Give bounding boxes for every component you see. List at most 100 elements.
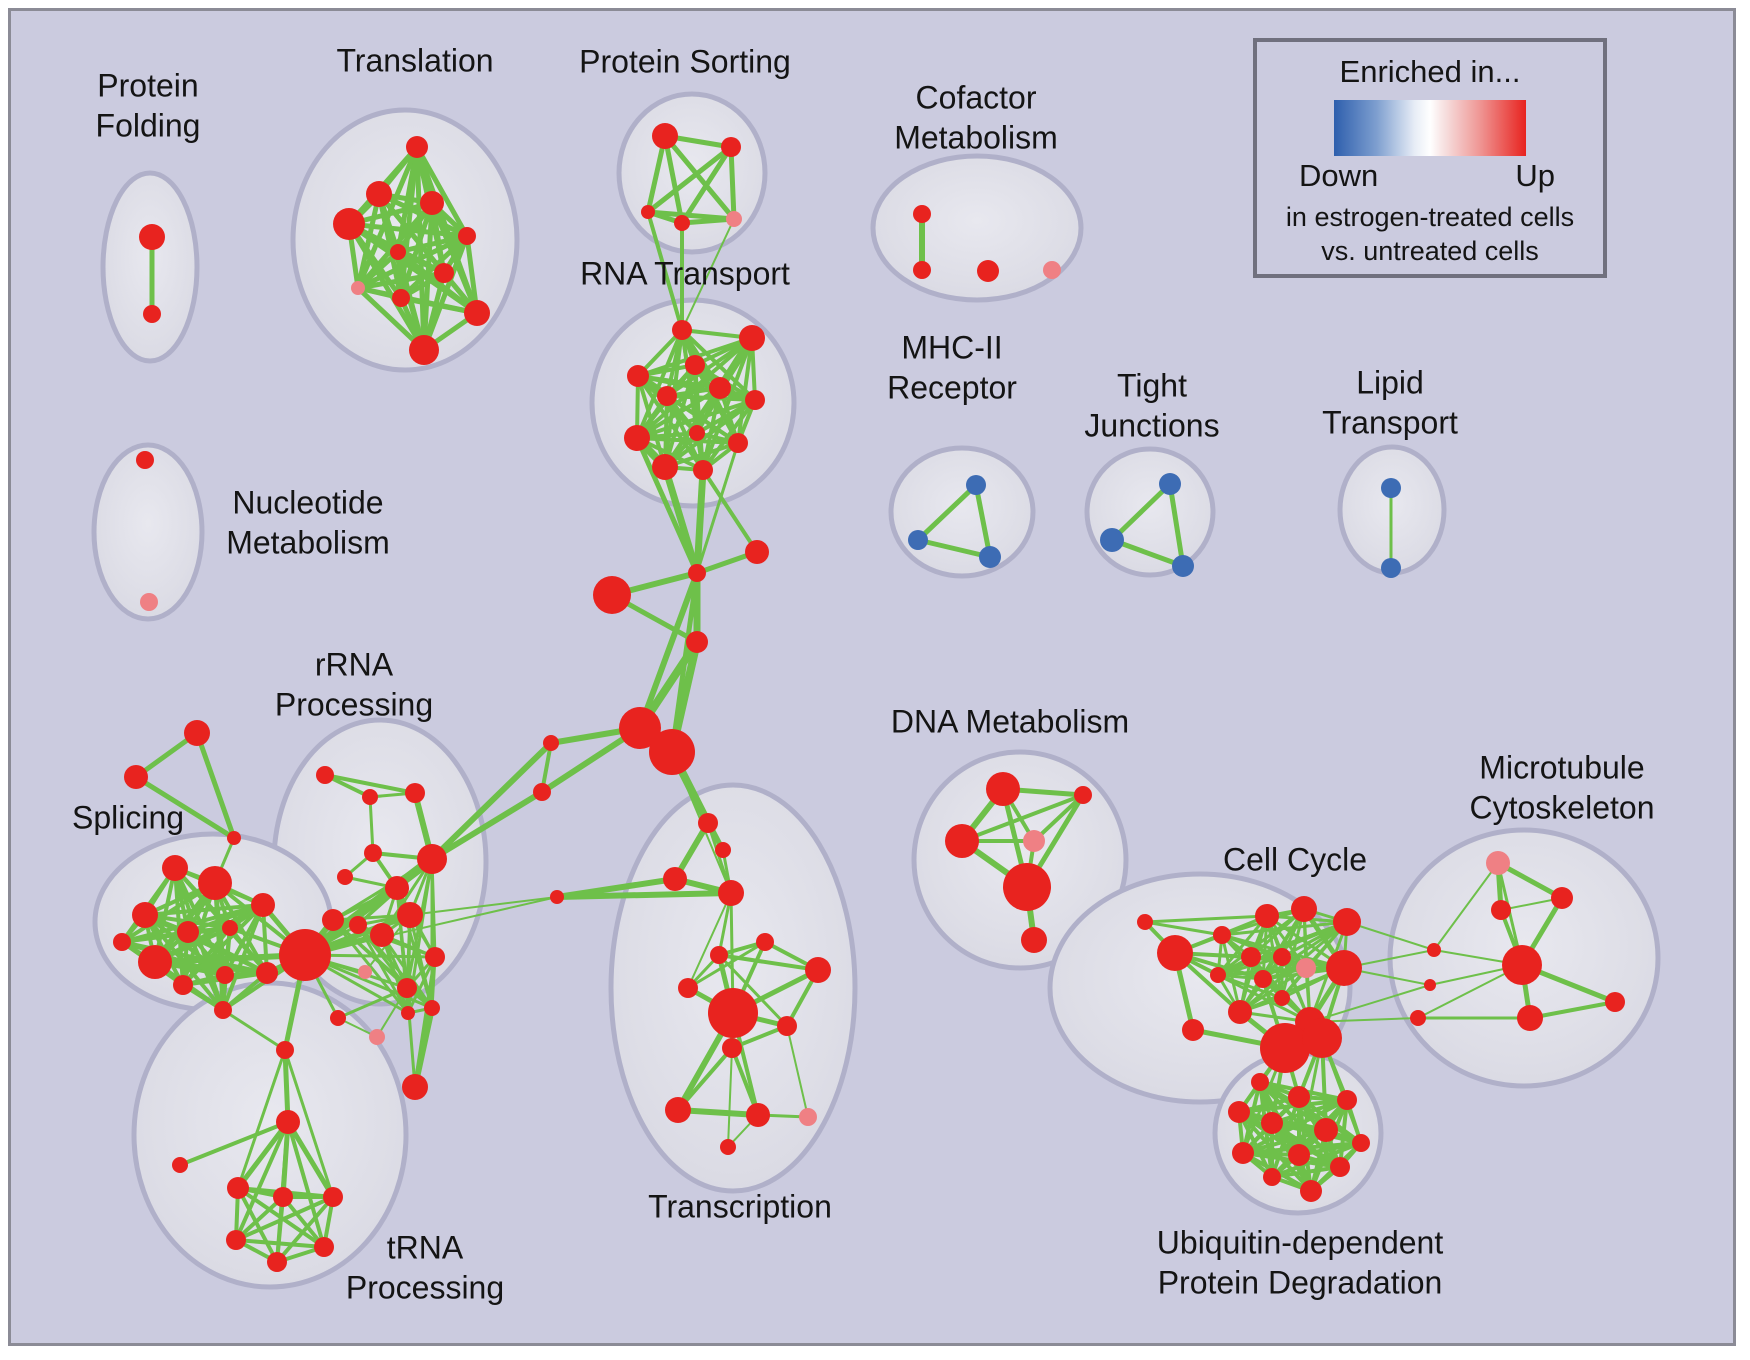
edge xyxy=(300,854,437,960)
gene-set-node xyxy=(330,1010,346,1026)
gene-set-node xyxy=(214,1001,232,1019)
gene-set-node xyxy=(173,975,193,995)
cluster-label-cofactor-metabolism: Cofactor xyxy=(916,79,1037,115)
gene-set-node xyxy=(1232,1142,1254,1164)
cluster-label-lipid-transport: Transport xyxy=(1322,404,1458,440)
gene-set-node xyxy=(777,1016,797,1036)
gene-set-node xyxy=(113,933,131,951)
gene-set-node xyxy=(464,300,490,326)
gene-set-node xyxy=(1605,992,1625,1012)
edge xyxy=(679,216,737,226)
edge xyxy=(717,953,820,972)
gene-set-node xyxy=(1410,1010,1426,1026)
gene-set-node xyxy=(674,215,690,231)
edge xyxy=(275,1195,335,1264)
legend: Enriched in... Down Up in estrogen-treat… xyxy=(1253,38,1607,278)
edge xyxy=(120,940,225,1012)
edge xyxy=(1495,860,1565,901)
edge xyxy=(663,398,757,469)
gene-set-node xyxy=(726,211,742,227)
cluster-label-cofactor-metabolism: Metabolism xyxy=(894,119,1058,155)
edge xyxy=(635,398,757,440)
gene-set-node xyxy=(533,783,551,801)
cluster-label-microtubule-cytoskeleton: Microtubule xyxy=(1479,749,1644,785)
gene-set-node xyxy=(908,530,928,550)
gene-set-node xyxy=(678,978,698,998)
gene-set-node xyxy=(715,842,731,858)
edge xyxy=(221,1008,287,1052)
gene-set-node xyxy=(1326,950,1362,986)
gene-set-node xyxy=(1023,830,1045,852)
gene-set-node xyxy=(1300,1180,1322,1202)
cluster-label-tight-junctions: Tight xyxy=(1117,367,1187,403)
gene-set-node xyxy=(1172,555,1194,577)
gene-set-node xyxy=(1228,1101,1250,1123)
edge xyxy=(636,374,705,472)
gene-set-node xyxy=(124,765,148,789)
gene-set-node xyxy=(686,631,708,653)
gene-set-node xyxy=(685,355,705,375)
gene-set-node xyxy=(710,946,728,964)
cluster-label-nucleotide-metabolism: Nucleotide xyxy=(232,484,383,520)
edge xyxy=(409,896,558,916)
legend-title: Enriched in... xyxy=(1339,54,1521,89)
gene-set-node xyxy=(1273,948,1291,966)
gene-set-node xyxy=(1551,887,1573,909)
edge xyxy=(1528,1000,1617,1020)
gene-set-node xyxy=(458,227,476,245)
edge xyxy=(413,955,437,1089)
gene-set-node xyxy=(1314,1118,1338,1142)
gene-set-node xyxy=(619,707,661,749)
gene-set-node xyxy=(799,1108,817,1126)
gene-set-node xyxy=(1043,261,1061,279)
edge xyxy=(281,1195,326,1249)
edge xyxy=(646,210,684,332)
edge xyxy=(282,1047,291,1125)
gene-set-node xyxy=(649,729,695,775)
gene-set-node xyxy=(140,593,158,611)
gene-set-node xyxy=(172,1157,188,1173)
gene-set-node xyxy=(624,425,650,451)
edge xyxy=(1109,537,1186,569)
cluster-label-protein-sorting: Protein Sorting xyxy=(579,43,791,79)
cluster-label-dna-metabolism: DNA Metabolism xyxy=(891,703,1129,739)
edge xyxy=(728,144,737,222)
edge xyxy=(634,435,700,576)
gene-set-node xyxy=(1159,473,1181,495)
edge xyxy=(686,940,767,990)
edge xyxy=(1216,973,1312,1024)
gene-set-node xyxy=(314,1237,334,1257)
gene-set-node xyxy=(543,735,559,751)
edge xyxy=(1346,921,1435,951)
edge xyxy=(915,482,979,543)
gene-set-node xyxy=(177,921,199,943)
gene-set-node xyxy=(1241,947,1261,967)
cluster-ellipse-mhc-ii-receptor xyxy=(888,445,1036,579)
edge xyxy=(1309,984,1431,1023)
edge xyxy=(636,374,757,402)
gene-set-node xyxy=(198,866,232,900)
cluster-label-lipid-transport: Lipid xyxy=(1356,364,1424,400)
gene-set-node xyxy=(693,460,713,480)
edge xyxy=(323,773,417,795)
cluster-label-trna-processing: tRNA xyxy=(387,1229,464,1265)
gene-set-node xyxy=(184,720,210,746)
gene-set-node xyxy=(913,205,931,223)
gene-set-node xyxy=(222,920,238,936)
gene-set-node xyxy=(434,263,454,283)
edge xyxy=(701,336,754,472)
edge xyxy=(1143,914,1269,924)
gene-set-node xyxy=(273,1187,293,1207)
edge xyxy=(1220,933,1308,970)
gene-set-node xyxy=(746,1103,770,1127)
edge xyxy=(1143,920,1224,937)
cluster-label-translation: Translation xyxy=(336,42,493,78)
edge xyxy=(194,730,237,841)
gene-set-node xyxy=(226,1230,246,1250)
gene-set-node xyxy=(652,454,678,480)
edge xyxy=(665,394,757,402)
gene-set-node xyxy=(805,957,831,983)
edge xyxy=(346,221,427,353)
edge xyxy=(120,881,217,944)
gene-set-node xyxy=(966,475,986,495)
